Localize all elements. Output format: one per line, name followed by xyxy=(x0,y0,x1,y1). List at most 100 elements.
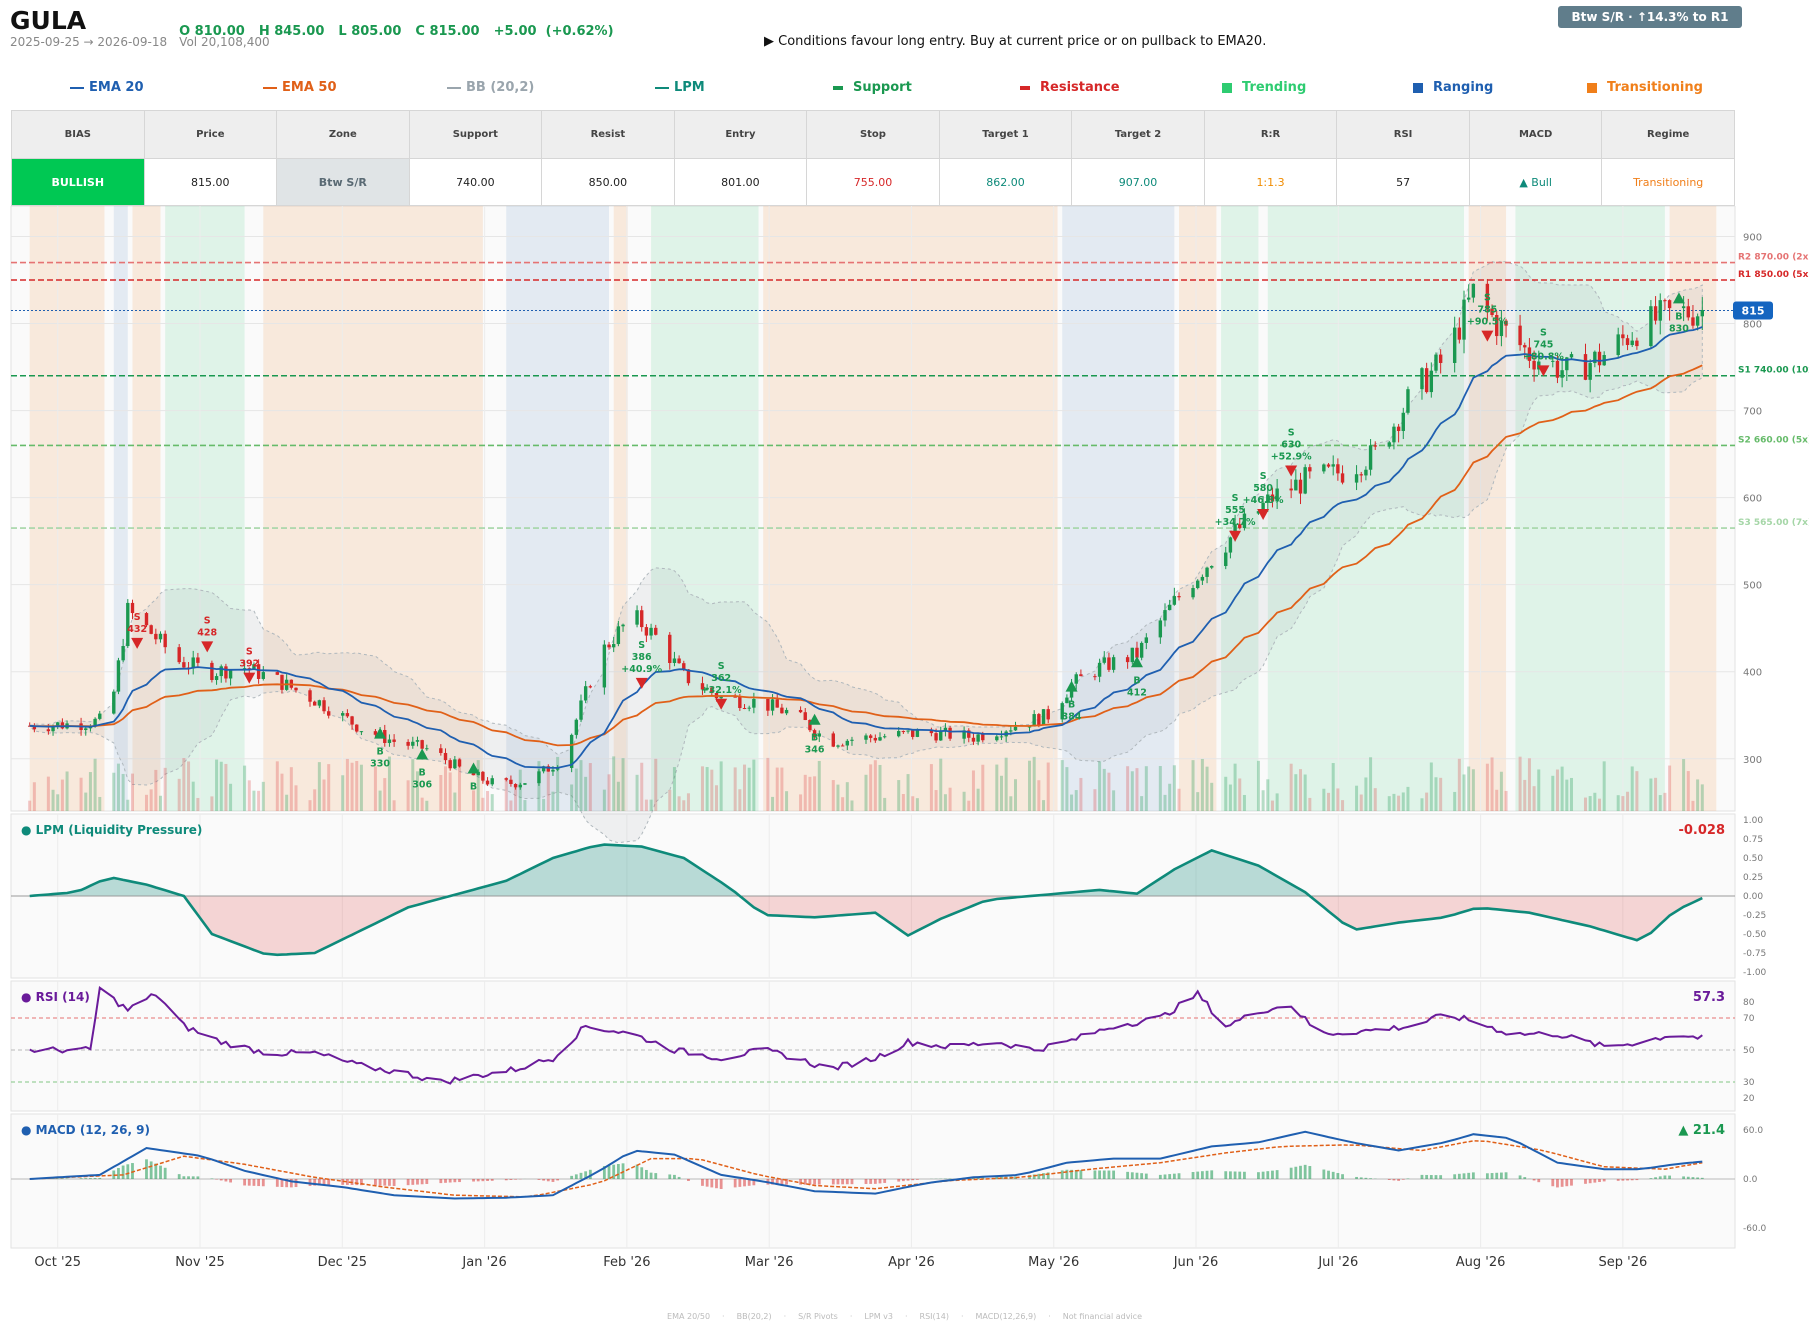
header-support: Support xyxy=(408,110,543,159)
macd-histogram-bar xyxy=(1229,1171,1232,1179)
volume-bar xyxy=(607,774,611,811)
macd-histogram-bar xyxy=(425,1178,429,1184)
value-target-1: 862.00 xyxy=(938,158,1073,206)
macd-histogram-bar xyxy=(476,1178,480,1182)
candle-body xyxy=(481,771,485,781)
candle-body xyxy=(84,728,88,731)
macd-histogram-bar xyxy=(1028,1175,1031,1179)
trade-label: +32.1% xyxy=(701,685,742,696)
candle-body xyxy=(294,687,298,691)
candle-body xyxy=(387,739,392,743)
volume-bar xyxy=(1425,792,1429,811)
volume-bar xyxy=(1308,797,1312,811)
candle-body xyxy=(1158,620,1163,638)
candle-body xyxy=(579,700,583,720)
candle-body xyxy=(1686,306,1690,318)
candle-body xyxy=(1354,474,1359,483)
legend-item-ranging[interactable]: Ranging xyxy=(1413,80,1493,95)
value-macd: ▲ Bull xyxy=(1468,158,1603,206)
volume-bar xyxy=(1270,800,1274,811)
candle-body xyxy=(513,784,518,788)
legend-item-support[interactable]: Support xyxy=(833,80,912,95)
candle-body xyxy=(1270,494,1275,502)
legend-label: EMA 20 xyxy=(89,80,144,95)
candle-body xyxy=(439,748,443,753)
volume-bar xyxy=(130,773,134,811)
legend-swatch xyxy=(1222,82,1232,93)
volume-bar xyxy=(1256,760,1260,811)
candle-body xyxy=(448,760,452,769)
candle-body xyxy=(355,724,359,732)
trade-label: +52.9% xyxy=(1271,452,1312,463)
legend-item-trending[interactable]: Trending xyxy=(1222,80,1306,95)
buy-marker xyxy=(1130,656,1143,668)
volume-bar xyxy=(1130,771,1134,811)
candle-body xyxy=(742,708,747,710)
macd-histogram-bar xyxy=(1107,1170,1111,1179)
volume-bar xyxy=(556,756,560,811)
candle-body xyxy=(1588,363,1592,380)
volume-bar xyxy=(98,796,102,811)
volume-bar xyxy=(1004,757,1008,811)
x-tick-label: Oct '25 xyxy=(34,1255,81,1270)
volume-bar xyxy=(28,800,32,811)
macd-histogram-bar xyxy=(1364,1177,1368,1179)
candle-body xyxy=(775,699,779,708)
macd-histogram-bar xyxy=(224,1178,228,1182)
legend-item-resistance[interactable]: Resistance xyxy=(1020,80,1120,95)
volume-bar xyxy=(738,789,742,811)
legend-item-transitioning[interactable]: Transitioning xyxy=(1587,80,1703,95)
legend-item-ema-20[interactable]: EMA 20 xyxy=(70,80,144,95)
price-tick-label: 800 xyxy=(1743,320,1762,331)
volume-bar xyxy=(439,775,443,811)
macd-histogram-bar xyxy=(1551,1178,1555,1187)
regime-band-transitioning xyxy=(132,206,161,811)
candle-body xyxy=(1364,469,1368,476)
macd-histogram-bar xyxy=(280,1178,284,1187)
trade-label: B xyxy=(811,733,818,744)
candle-body xyxy=(948,727,952,739)
volume-bar xyxy=(383,778,387,811)
macd-histogram-bar xyxy=(154,1163,158,1179)
volume-bar xyxy=(1294,774,1298,811)
trade-label: +80.8% xyxy=(1523,351,1564,362)
candle-body xyxy=(1387,442,1391,447)
volume-bar xyxy=(187,761,191,811)
volume-bar xyxy=(1126,766,1130,811)
candle-body xyxy=(93,718,97,727)
candle-body xyxy=(1041,709,1046,726)
candle-body xyxy=(1630,340,1634,346)
candle-body xyxy=(415,740,420,742)
volume-bar xyxy=(817,760,821,811)
volume-bar xyxy=(719,761,723,811)
candle-body xyxy=(1663,300,1667,302)
candle-body xyxy=(644,627,649,636)
candle-body xyxy=(607,644,611,648)
volume-bar xyxy=(317,762,321,811)
regime-band-trending xyxy=(165,206,245,811)
candle-body xyxy=(541,766,546,772)
candle-body xyxy=(1424,368,1429,393)
volume-bar xyxy=(406,780,410,811)
macd-histogram-bar xyxy=(1696,1177,1700,1179)
macd-histogram-bar xyxy=(584,1171,588,1179)
candle-body xyxy=(1191,588,1195,598)
volume-bar xyxy=(1537,769,1541,811)
legend-item-ema-50[interactable]: EMA 50 xyxy=(263,80,337,95)
legend-item-lpm[interactable]: LPM xyxy=(655,80,705,95)
volume-bar xyxy=(1359,794,1363,811)
candle-body xyxy=(1593,351,1597,364)
trade-label: +34.7% xyxy=(1215,517,1256,528)
macd-histogram-bar xyxy=(243,1178,247,1186)
volume-bar xyxy=(1331,763,1335,811)
chart-canvas[interactable]: 300 400 500 600 700 800 900 Oct '25 Nov '25 Dec '… xyxy=(0,206,1809,1312)
legend-item-bb-20-2[interactable]: BB (20,2) xyxy=(447,80,534,95)
sell-marker xyxy=(1481,330,1494,342)
summary-table: BIAS Price Zone Support Resist Entry Stop Targe… xyxy=(11,110,1735,206)
buy-marker xyxy=(1672,292,1685,304)
legend-label: Resistance xyxy=(1040,80,1120,95)
volume-bar xyxy=(1569,777,1573,811)
trade-label: S xyxy=(638,640,645,651)
macd-histogram-bar xyxy=(1537,1178,1541,1183)
macd-histogram-bar xyxy=(537,1178,541,1180)
